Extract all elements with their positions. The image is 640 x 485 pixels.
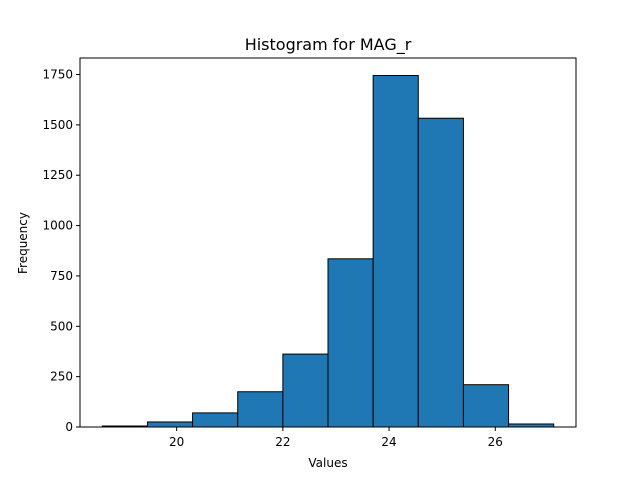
y-tick-label: 1500 (42, 118, 73, 132)
y-tick-label: 0 (65, 420, 73, 434)
y-tick-label: 250 (50, 370, 73, 384)
x-tick-label: 24 (381, 435, 396, 449)
histogram-bar (192, 412, 239, 428)
histogram-bar (282, 353, 329, 428)
y-tick-label: 1250 (42, 168, 73, 182)
chart-title: Histogram for MAG_r (245, 35, 412, 55)
plot-frame (79, 57, 577, 428)
histogram-bar (237, 391, 284, 428)
x-axis-label: Values (308, 456, 347, 470)
y-axis-label: Frequency (16, 212, 30, 274)
bars-group (101, 75, 555, 428)
x-axis-ticks: 20 22 24 26 (169, 427, 503, 449)
x-tick-label: 26 (488, 435, 503, 449)
y-tick-label: 750 (50, 269, 73, 283)
x-tick-label: 20 (169, 435, 184, 449)
y-axis-ticks: 0 250 500 750 1000 1250 1500 1750 (42, 68, 80, 434)
y-tick-label: 1750 (42, 68, 73, 82)
y-tick-label: 1000 (42, 219, 73, 233)
y-tick-label: 500 (50, 319, 73, 333)
x-tick-label: 22 (275, 435, 290, 449)
histogram-bar (327, 258, 374, 428)
histogram-bar (146, 421, 194, 428)
histogram-bar (462, 384, 510, 428)
histogram-bar (417, 117, 464, 428)
histogram-bar (372, 75, 419, 428)
